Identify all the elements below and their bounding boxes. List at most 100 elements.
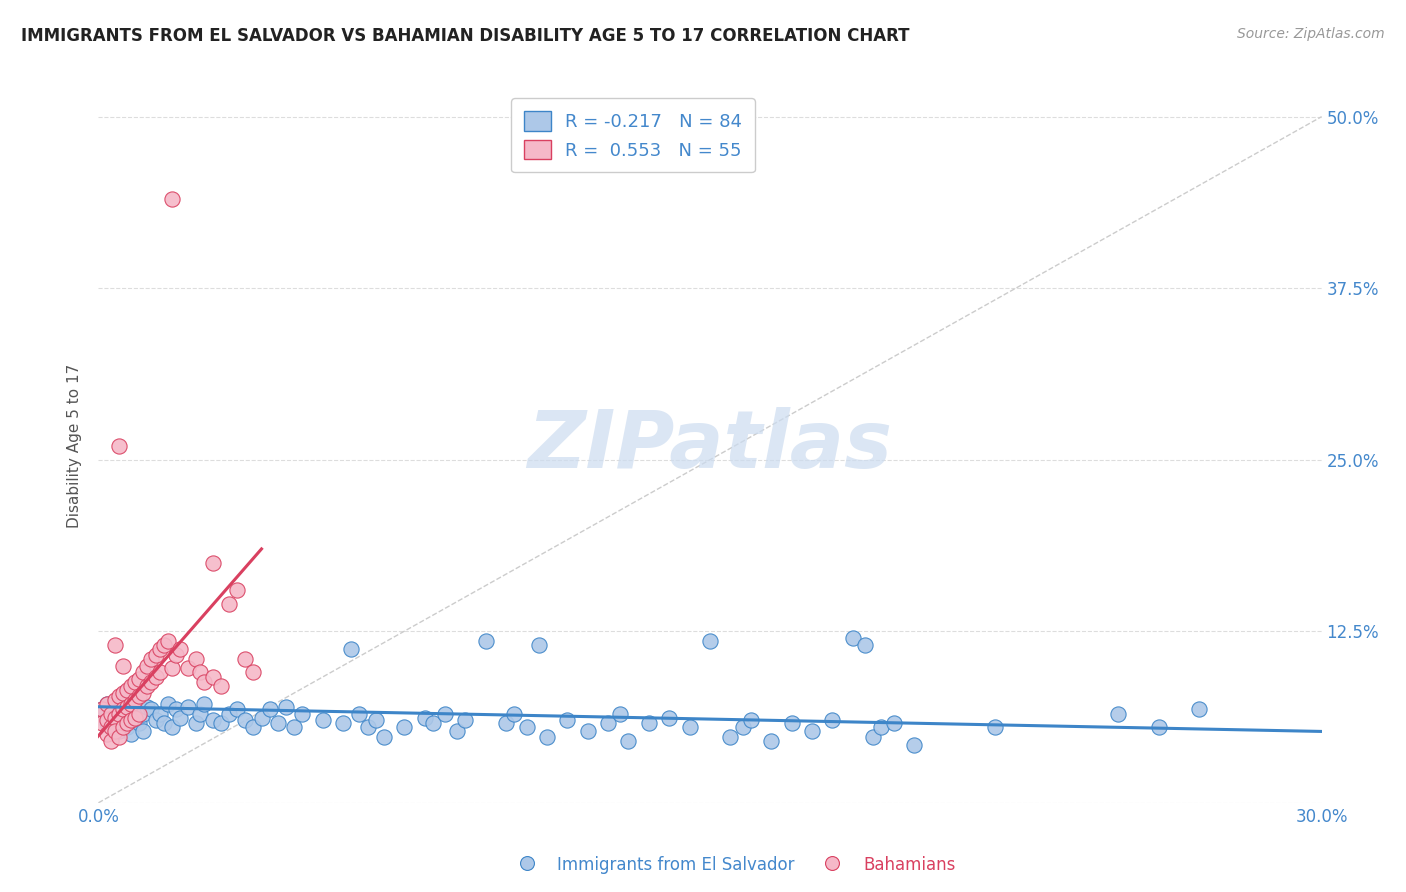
Point [274,699,297,714]
Point [152,638,174,652]
Point [267,716,290,731]
Point [132,724,155,739]
Point [201,714,224,728]
Point [186,716,208,731]
Point [259,702,281,716]
Point [128,673,150,687]
Point [128,689,150,703]
Point [576,724,599,739]
Point [120,727,142,741]
Point [495,716,517,731]
Point [188,706,212,721]
Point [100,720,122,734]
Point [446,724,468,739]
Point [128,697,150,711]
Point [853,638,876,652]
Point [1107,706,1129,721]
Point [141,651,163,665]
Point [169,642,191,657]
Text: Source: ZipAtlas.com: Source: ZipAtlas.com [1237,27,1385,41]
Point [340,642,363,657]
Point [96,697,118,711]
Point [984,720,1007,734]
Point [870,720,893,734]
Point [124,675,146,690]
Point [104,638,127,652]
Point [152,716,174,731]
Point [356,720,378,734]
Point [780,716,803,731]
Text: ZIPatlas: ZIPatlas [527,407,893,485]
Point [128,706,150,721]
Point [160,192,183,206]
Point [201,669,224,683]
Point [862,730,884,744]
Point [454,714,477,728]
Point [156,633,179,648]
Point [883,716,905,731]
Point [104,699,127,714]
Point [186,651,208,665]
Point [658,711,681,725]
Point [209,716,232,731]
Point [91,702,114,716]
Point [111,658,134,673]
Point [209,679,232,693]
Text: Bahamians: Bahamians [863,856,955,874]
Point [761,734,783,748]
Point [108,724,131,739]
Point [349,706,371,721]
Point [242,720,264,734]
Point [96,727,118,741]
Point [821,714,844,728]
Point [312,714,335,728]
Point [108,730,131,744]
Point [233,714,256,728]
Point [149,642,172,657]
Point [169,711,191,725]
Point [193,675,215,690]
Point [160,661,183,675]
Point [188,665,212,680]
Point [201,556,224,570]
Point [557,714,579,728]
Text: Immigrants from El Salvador: Immigrants from El Salvador [557,856,794,874]
Point [124,702,146,716]
Point [132,665,155,680]
Point [100,720,122,734]
Point [128,716,150,731]
Point [100,734,122,748]
Point [104,711,127,725]
Point [699,633,721,648]
Point [474,633,498,648]
Point [193,697,215,711]
Point [111,702,134,716]
Point [226,702,249,716]
Point [160,720,183,734]
Point [233,651,256,665]
Point [115,683,138,698]
Point [218,597,240,611]
Point [527,638,550,652]
Point [503,706,526,721]
Point [91,716,114,731]
Point [1188,702,1211,716]
Point [740,714,762,728]
Point [115,716,138,731]
Point [104,714,127,728]
Point [100,706,122,721]
Point [638,716,661,731]
Point [149,706,172,721]
Point [149,665,172,680]
Point [145,648,167,662]
Point [903,738,925,752]
Point [165,648,187,662]
Point [136,679,159,693]
Point [136,658,159,673]
Point [536,730,558,744]
Point [120,697,142,711]
Point [226,583,249,598]
Point [120,699,142,714]
Point [124,693,146,707]
Point [516,720,538,734]
